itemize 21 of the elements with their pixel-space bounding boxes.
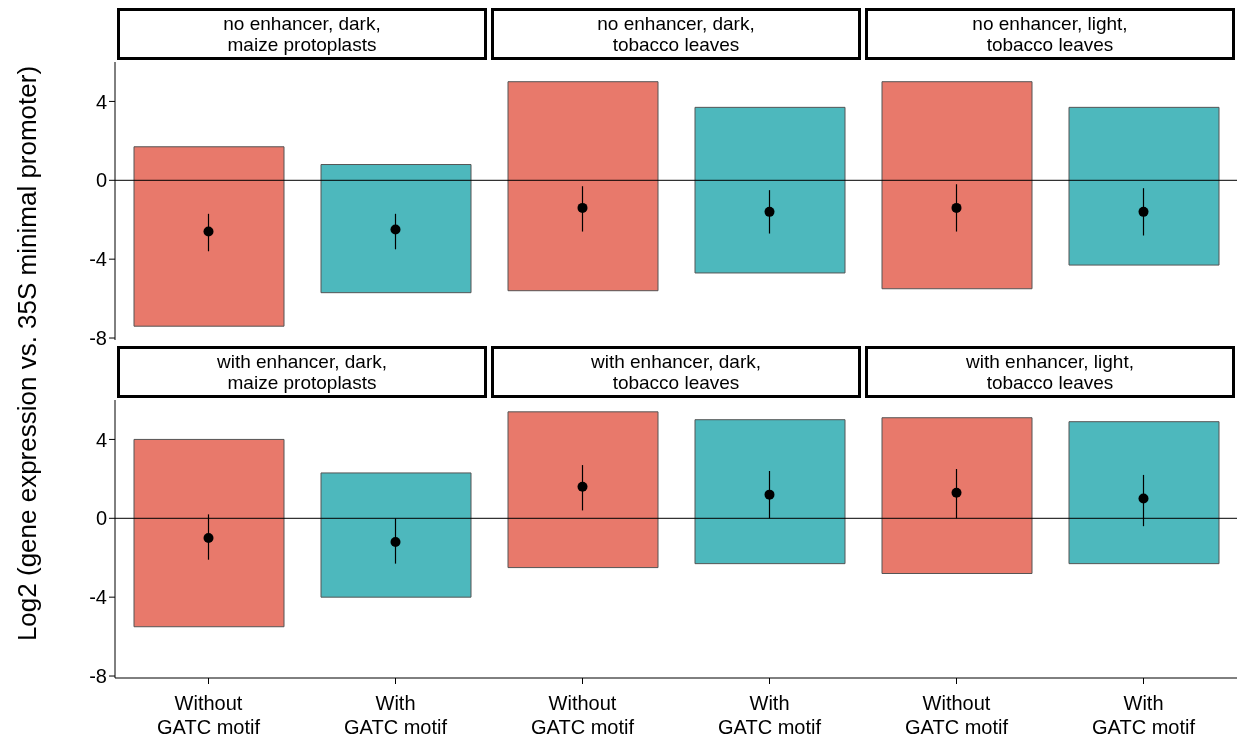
x-tick-label: With GATC motif [1092,692,1196,738]
y-axis-title: Log2 (gene expression vs. 35S minimal promoter) [12,65,44,641]
x-tick-label: With GATC motif [344,692,448,738]
y-tick-label: 0 [95,169,107,192]
y-tick-label: -8 [89,327,107,350]
y-tick-label: 4 [95,428,107,451]
y-tick-label: -4 [89,248,107,271]
x-tick-label: Without GATC motif [157,692,261,738]
y-tick-label: 4 [95,90,107,113]
text: no enhancer, dark, maize protoplasts [222,13,382,55]
text: with enhancer, dark, tobacco leaves [589,351,762,393]
text: with enhancer, dark, maize protoplasts [215,351,388,393]
y-tick-label: -8 [89,665,107,688]
y-tick-label: 0 [95,507,107,530]
text: no enhancer, light, tobacco leaves [971,13,1129,55]
x-tick-label: With GATC motif [718,692,822,738]
text: with enhancer, light, tobacco leaves [965,351,1135,393]
y-tick-label: -4 [89,586,107,609]
text: no enhancer, dark, tobacco leaves [596,13,756,55]
x-tick-label: Without GATC motif [531,692,635,738]
x-tick-label: Without GATC motif [905,692,1009,738]
